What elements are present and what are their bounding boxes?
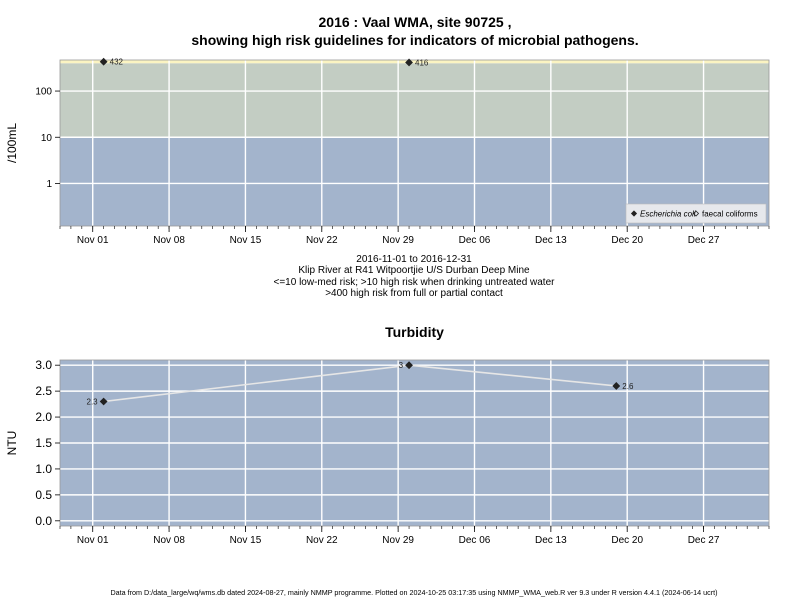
legend-marker-1 — [692, 210, 700, 217]
y-tick-label-2: 100 — [35, 87, 52, 98]
legend-entry-0: Escherichia coli — [640, 210, 696, 219]
data-label-0-1: 3 — [399, 361, 404, 370]
chart-title-line1: 2016 : Vaal WMA, site 90725 , — [319, 14, 512, 30]
turbidity-panel: 0.0 0.5 1.0 1.5 2.0 2.5 3.0 Nov 01 Nov 08 Nov 15 N… — [5, 324, 770, 546]
x-tick-label-1: Nov 08 — [153, 535, 185, 546]
legend-entry-1: faecal coliforms — [702, 210, 758, 219]
band-high-risk-contact — [60, 60, 769, 64]
data-label-0-0: 2.3 — [87, 398, 99, 407]
legend-box — [625, 203, 767, 224]
y-axis-label: /100mL — [5, 123, 19, 163]
panel-title: Turbidity — [385, 324, 444, 340]
x-tick-label-7: Dec 20 — [611, 235, 643, 246]
x-tick-label-8: Dec 27 — [688, 535, 720, 546]
caption-site-name: Klip River at R41 Witpoortjie U/S Durban… — [298, 265, 530, 276]
x-tick-label-6: Dec 13 — [535, 235, 567, 246]
y-tick-label-5: 2.5 — [35, 384, 52, 398]
y-tick-label-0: 0.0 — [35, 514, 52, 528]
x-tick-label-2: Nov 15 — [230, 235, 262, 246]
x-tick-label-6: Dec 13 — [535, 535, 567, 546]
band-high-risk-drinking — [60, 63, 769, 138]
x-tick-label-5: Dec 06 — [459, 235, 491, 246]
x-tick-label-1: Nov 08 — [153, 235, 185, 246]
x-tick-label-7: Dec 20 — [611, 535, 643, 546]
y-tick-label-1: 0.5 — [35, 488, 52, 502]
y-tick-label-0: 1 — [46, 179, 52, 190]
x-tick-label-4: Nov 29 — [382, 535, 414, 546]
x-tick-label-5: Dec 06 — [459, 535, 491, 546]
y-tick-label-6: 3.0 — [35, 358, 52, 372]
x-tick-label-0: Nov 01 — [77, 535, 109, 546]
y-tick-label-1: 10 — [41, 133, 53, 144]
plot-frame — [59, 59, 770, 227]
data-point-0-0 — [99, 397, 108, 406]
legend-marker-0 — [630, 210, 638, 217]
data-point-0-1 — [405, 361, 413, 370]
x-tick-label-0: Nov 01 — [77, 235, 109, 246]
data-label-0-2: 2.6 — [622, 382, 634, 391]
data-point-0-2 — [612, 382, 621, 390]
x-tick-label-8: Dec 27 — [688, 235, 720, 246]
chart-title-line2: showing high risk guidelines for indicat… — [191, 32, 638, 48]
y-tick-label-4: 2.0 — [35, 410, 52, 424]
data-label-0-0: 432 — [110, 58, 124, 67]
x-tick-label-3: Nov 22 — [306, 535, 338, 546]
x-tick-label-4: Nov 29 — [382, 235, 414, 246]
data-point-0-1 — [405, 58, 413, 67]
y-tick-label-3: 1.5 — [35, 436, 52, 450]
data-label-0-1: 416 — [415, 58, 429, 67]
y-tick-label-2: 1.0 — [35, 462, 52, 476]
y-axis-label: NTU — [5, 431, 19, 456]
x-tick-label-2: Nov 15 — [230, 535, 262, 546]
data-point-0-0 — [99, 57, 108, 66]
caption-contact-risk: >400 high risk from full or partial cont… — [325, 288, 503, 299]
microbial-panel: 1 10 100 Nov 01 Nov 08 Nov 15 Nov 22 Nov 29 Dec … — [5, 57, 770, 246]
x-tick-label-3: Nov 22 — [306, 235, 338, 246]
caption-drinking-risk: <=10 low-med risk; >10 high risk when dr… — [274, 277, 556, 288]
footer-note: Data from D:/data_large/wq/wms.db dated … — [110, 588, 717, 597]
caption-date-range: 2016-11-01 to 2016-12-31 — [356, 254, 472, 265]
